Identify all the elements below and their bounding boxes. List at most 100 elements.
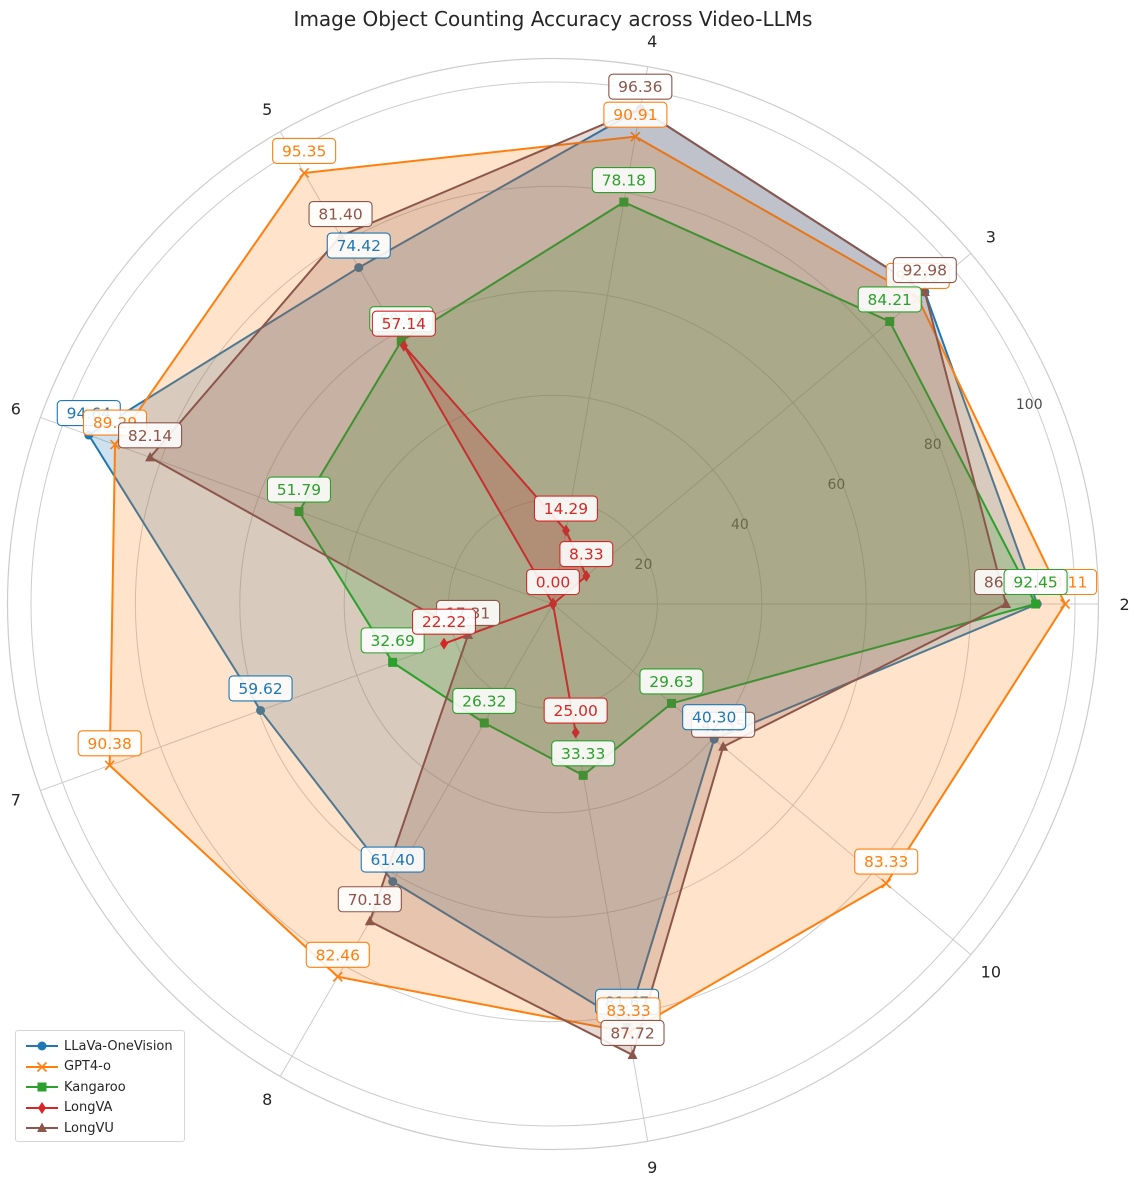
point-kangaroo-2 [1031, 599, 1041, 609]
legend-item-longvu: LongVU [24, 1118, 114, 1138]
legend-label: GPT4-o [64, 1059, 112, 1074]
data-label-text: 57.14 [382, 315, 426, 333]
legend-marker [38, 1101, 46, 1114]
data-label-longvu-6: 82.14 [118, 422, 183, 449]
r-tick-40: 40 [731, 517, 749, 533]
r-tick-60: 60 [827, 477, 845, 493]
data-label-longvu-3: 92.98 [892, 256, 957, 284]
data-label-box [266, 476, 332, 503]
legend-label: LongVU [64, 1120, 114, 1136]
data-label-kangaroo-10: 29.63 [639, 668, 704, 695]
point-gpt4-o-4 [630, 131, 641, 142]
point-gpt4-o-8 [332, 971, 343, 982]
series-line-gpt4-o [108, 135, 1067, 1034]
legend-item-gpt4-o: GPT4-o [24, 1057, 111, 1077]
data-label-text: 25.00 [553, 702, 597, 720]
point-longva-4 [561, 524, 570, 537]
data-label-text: 87.72 [610, 1024, 654, 1042]
legend-swatch [26, 1061, 58, 1072]
data-label-longvu-4: 96.36 [608, 73, 673, 100]
legend-item-kangaroo: Kangaroo [24, 1077, 126, 1097]
category-label-7: 7 [11, 790, 21, 809]
data-label-text: 83.33 [864, 853, 908, 871]
data-label-box [682, 704, 747, 731]
data-label-longva-9: 25.00 [543, 697, 608, 724]
legend-marker [37, 1041, 47, 1051]
data-label-box [77, 730, 142, 757]
data-label-box [591, 167, 656, 194]
data-label-text: 90.38 [87, 735, 131, 753]
series-kangaroo [294, 197, 1041, 780]
point-kangaroo-4 [619, 197, 629, 207]
point-kangaroo-5 [396, 336, 406, 346]
r-tick-80: 80 [924, 437, 942, 453]
chart-title: Image Object Counting Accuracy across Vi… [294, 7, 813, 31]
legend-label: LLaVa-OneVision [64, 1038, 173, 1054]
point-llava-onevision-7 [256, 705, 266, 715]
data-label-kangaroo-8: 26.32 [452, 687, 517, 715]
point-longvu-8 [364, 915, 375, 926]
data-label-box [543, 697, 608, 724]
data-label-llava-onevision-5: 74.42 [326, 232, 391, 259]
legend-item-llava-onevision: LLaVa-OneVision [24, 1036, 173, 1056]
legend-swatch [26, 1122, 58, 1132]
data-label-longva-5: 57.14 [371, 310, 436, 337]
data-label-box [228, 675, 293, 702]
data-label-kangaroo-7: 32.69 [360, 627, 425, 654]
category-label-9: 9 [647, 1158, 657, 1177]
point-longvu-2 [1001, 598, 1012, 608]
data-label-box [857, 286, 922, 313]
data-label-box [551, 740, 616, 767]
legend-marker [36, 1061, 48, 1072]
point-longva-9 [571, 726, 580, 739]
data-label-text: 32.69 [370, 632, 414, 650]
data-label-gpt4-o-5: 95.35 [272, 137, 337, 165]
data-label-box [452, 687, 517, 715]
data-label-llava-onevision-10: 40.30 [682, 704, 747, 731]
data-label-text: 33.33 [561, 745, 605, 763]
data-label-box [608, 73, 673, 100]
series-area-longva [403, 345, 587, 733]
data-label-gpt4-o-9: 83.33 [596, 997, 661, 1024]
legend-marker [37, 1082, 47, 1092]
data-label-longva-2: 0.00 [526, 568, 580, 596]
data-label-text: 0.00 [536, 574, 571, 592]
data-label-text: 81.40 [318, 206, 362, 224]
data-label-box [326, 232, 391, 259]
data-label-box [526, 568, 580, 596]
point-longva-5 [399, 339, 408, 352]
legend-swatch [26, 1101, 58, 1114]
point-longva-7 [440, 637, 449, 650]
data-label-box [1003, 568, 1068, 596]
data-label-box [118, 422, 183, 449]
data-label-box [559, 540, 614, 568]
data-label-text: 61.40 [371, 851, 415, 869]
data-label-text: 26.32 [462, 692, 506, 710]
legend-label: LongVA [64, 1100, 113, 1115]
data-label-box [371, 310, 436, 337]
point-gpt4-o-10 [881, 878, 892, 889]
series-line-longvu [149, 107, 1008, 1056]
legend-swatch [26, 1082, 58, 1092]
data-label-kangaroo-4: 78.18 [591, 167, 656, 194]
data-label-box [600, 1019, 665, 1046]
data-label-kangaroo-3: 84.21 [857, 286, 922, 313]
category-label-6: 6 [11, 400, 21, 419]
data-label-box [360, 627, 425, 654]
category-label-4: 4 [647, 32, 657, 51]
data-label-kangaroo-6: 51.79 [266, 476, 332, 503]
point-longvu-6 [145, 451, 156, 462]
data-label-longvu-9: 87.72 [600, 1019, 665, 1046]
point-longvu-3 [919, 286, 930, 297]
legend-marker [37, 1122, 47, 1132]
data-label-text: 92.98 [903, 262, 947, 280]
data-label-text: 90.91 [613, 106, 657, 124]
data-label-text: 82.46 [316, 946, 360, 964]
data-label-text: 84.21 [868, 291, 912, 309]
series-layer [84, 103, 1071, 1059]
data-label-text: 29.63 [649, 673, 693, 691]
data-label-longva-7: 22.22 [411, 608, 477, 635]
point-longvu-10 [718, 741, 729, 751]
data-label-longvu-5: 81.40 [308, 200, 373, 228]
